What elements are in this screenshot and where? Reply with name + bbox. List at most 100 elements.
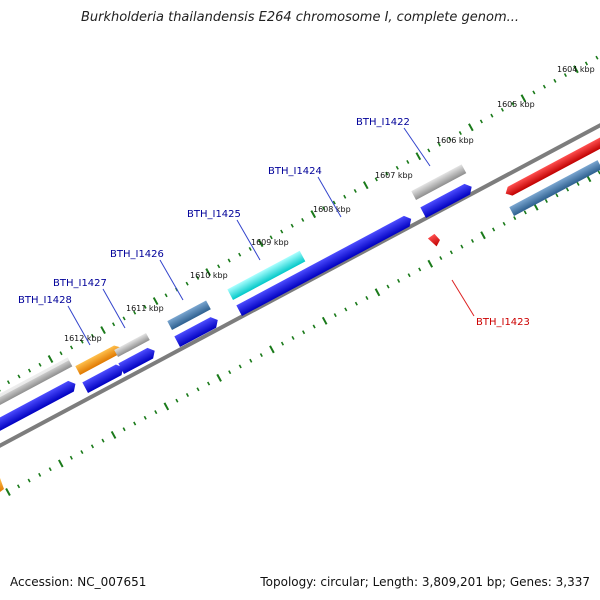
tick-mark <box>407 273 411 278</box>
tick-mark <box>563 73 567 78</box>
tick-mark <box>362 181 369 190</box>
tick-mark <box>196 275 200 280</box>
gene-bth-i1427[interactable] <box>114 332 150 357</box>
tick-mark <box>164 293 168 298</box>
tick-mark <box>216 373 222 382</box>
tick-mark <box>302 330 306 335</box>
tick-mark <box>344 307 348 312</box>
gene-bth-i1423[interactable] <box>427 233 441 248</box>
tick-mark <box>228 370 232 375</box>
tick-mark <box>374 288 381 297</box>
tick-mark <box>80 450 84 455</box>
tick-mark <box>555 193 559 198</box>
gene-grey-left[interactable] <box>0 357 73 405</box>
gene-label[interactable]: BTH_I1428 <box>18 295 72 306</box>
tick-mark <box>470 238 475 243</box>
gene-label[interactable]: BTH_I1426 <box>110 249 164 260</box>
leader-line <box>317 176 342 218</box>
tick-mark <box>249 358 253 363</box>
tick-mark <box>27 478 31 483</box>
tick-mark <box>523 210 527 215</box>
tick-mark <box>343 194 347 199</box>
gene-bth-i1425[interactable] <box>227 250 306 300</box>
gene-label[interactable]: BTH_I1425 <box>187 209 241 220</box>
tick-mark <box>312 324 316 329</box>
tick-mark <box>59 351 63 356</box>
tick-mark <box>185 281 189 286</box>
tick-mark <box>460 244 464 249</box>
tick-mark <box>69 345 74 350</box>
tick-mark <box>143 415 147 420</box>
scale-label: 1605 kbp <box>497 100 535 109</box>
tick-mark <box>238 252 242 257</box>
tick-mark <box>280 229 284 234</box>
tick-mark <box>502 221 506 226</box>
tick-mark <box>163 402 170 411</box>
gene-label[interactable]: BTH_I1422 <box>356 117 410 128</box>
map-title: Burkholderia thailandensis E264 chromoso… <box>80 10 520 25</box>
tick-mark <box>354 301 358 306</box>
tick-mark <box>500 107 504 112</box>
tick-mark <box>468 123 474 132</box>
tick-mark <box>458 131 462 135</box>
tick-mark <box>322 206 326 211</box>
tick-mark <box>385 171 389 176</box>
gene-bth-i1428[interactable] <box>75 343 123 375</box>
tick-mark <box>386 284 390 289</box>
tick-mark <box>269 345 275 354</box>
tick-mark <box>133 310 137 315</box>
tick-mark <box>301 217 305 222</box>
gene-steel-right[interactable] <box>509 160 600 216</box>
tick-mark <box>58 459 64 468</box>
scale-ticks <box>0 55 600 496</box>
gene-bth-i1422[interactable] <box>411 164 467 200</box>
tick-mark <box>6 380 11 385</box>
tick-mark <box>38 472 42 477</box>
scale-label: 1606 kbp <box>436 136 474 145</box>
gene-label[interactable]: BTH_I1424 <box>268 166 322 177</box>
tick-mark <box>437 142 441 147</box>
tick-mark <box>511 102 515 107</box>
leader-line <box>236 219 261 261</box>
tick-mark <box>48 467 52 472</box>
tick-mark <box>513 216 517 221</box>
tick-mark <box>196 387 200 392</box>
tick-mark <box>353 189 357 193</box>
gene-label[interactable]: BTH_I1427 <box>53 278 107 289</box>
gene-label[interactable]: BTH_I1423 <box>476 317 530 328</box>
tick-mark <box>27 368 32 373</box>
scale-label: 1610 kbp <box>190 271 228 280</box>
scale-labels: 1604 kbp 1605 kbp 1606 kbp 1607 kbp 1608 kbp… <box>64 65 595 343</box>
tick-mark <box>5 488 11 496</box>
scale-label: 1609 kbp <box>251 238 289 247</box>
gene-blue-left[interactable] <box>0 379 78 432</box>
tick-mark <box>427 259 434 268</box>
gene-blue-1422b[interactable] <box>420 182 474 218</box>
tick-mark <box>492 227 496 232</box>
tick-mark <box>542 84 546 89</box>
tick-mark <box>80 339 84 344</box>
tick-mark <box>133 421 137 426</box>
tick-mark <box>269 235 273 240</box>
gene-bth-i1426[interactable] <box>167 300 211 330</box>
gene-blue-1426b[interactable] <box>118 346 157 374</box>
tick-mark <box>406 160 410 164</box>
gene-blue-1425b[interactable] <box>174 315 220 347</box>
leader-line <box>403 127 431 167</box>
gene-labels: BTH_I1422 BTH_I1423 BTH_I1424 BTH_I1425 BTH_… <box>18 117 530 328</box>
gene-red-right[interactable] <box>503 137 600 198</box>
tick-mark <box>257 239 264 248</box>
topology-text: Topology: circular; Length: 3,809,201 bp… <box>260 575 590 589</box>
tick-mark <box>122 427 126 432</box>
gene-bth-i1424[interactable] <box>236 214 414 316</box>
scale-label: 1608 kbp <box>313 205 351 214</box>
gene-orange-edge[interactable] <box>0 478 4 492</box>
scale-label: 1604 kbp <box>557 65 595 74</box>
tick-mark <box>490 113 494 118</box>
tick-mark <box>69 455 73 460</box>
scale-label: 1611 kbp <box>126 304 164 313</box>
tick-mark <box>227 258 231 263</box>
tick-mark <box>584 61 589 66</box>
gene-blue-1427[interactable] <box>82 362 126 393</box>
